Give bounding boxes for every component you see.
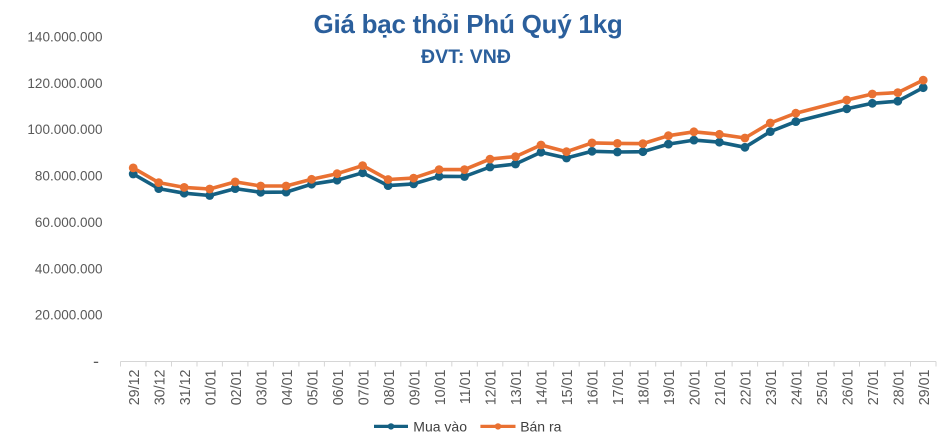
- svg-text:31/12: 31/12: [178, 369, 194, 405]
- svg-text:16/01: 16/01: [586, 369, 602, 405]
- svg-text:100.000.000: 100.000.000: [27, 122, 102, 137]
- svg-text:18/01: 18/01: [637, 369, 653, 405]
- svg-text:12/01: 12/01: [484, 369, 500, 405]
- svg-text:22/01: 22/01: [739, 369, 755, 405]
- svg-text:Mua vào: Mua vào: [413, 419, 467, 435]
- svg-text:06/01: 06/01: [331, 369, 347, 405]
- svg-text:17/01: 17/01: [611, 369, 627, 405]
- svg-text:14/01: 14/01: [535, 369, 551, 405]
- svg-text:07/01: 07/01: [356, 369, 372, 405]
- svg-text:140.000.000: 140.000.000: [27, 30, 102, 45]
- svg-text:15/01: 15/01: [560, 369, 576, 405]
- svg-text:08/01: 08/01: [382, 369, 398, 405]
- svg-text:Bán ra: Bán ra: [520, 419, 561, 435]
- svg-text:80.000.000: 80.000.000: [35, 169, 103, 184]
- svg-text:26/01: 26/01: [841, 369, 857, 405]
- svg-text:02/01: 02/01: [229, 369, 245, 405]
- svg-text:23/01: 23/01: [764, 369, 780, 405]
- svg-text:10/01: 10/01: [433, 369, 449, 405]
- svg-text:01/01: 01/01: [203, 369, 219, 405]
- svg-text:30/12: 30/12: [152, 369, 168, 405]
- svg-text:09/01: 09/01: [407, 369, 423, 405]
- svg-text:29/12: 29/12: [127, 369, 143, 405]
- svg-text:11/01: 11/01: [458, 369, 474, 404]
- svg-text:20/01: 20/01: [688, 369, 704, 405]
- svg-text:21/01: 21/01: [713, 369, 729, 405]
- svg-text:28/01: 28/01: [892, 369, 908, 405]
- svg-text:05/01: 05/01: [305, 369, 321, 405]
- svg-text:120.000.000: 120.000.000: [27, 76, 102, 91]
- svg-text:Giá bạc thỏi Phú Quý 1kg: Giá bạc thỏi Phú Quý 1kg: [314, 9, 623, 39]
- svg-text:13/01: 13/01: [509, 369, 525, 405]
- svg-text:ĐVT: VNĐ: ĐVT: VNĐ: [421, 46, 511, 68]
- svg-text:04/01: 04/01: [280, 369, 296, 405]
- svg-text:29/01: 29/01: [917, 369, 933, 405]
- svg-text:40.000.000: 40.000.000: [35, 261, 103, 276]
- svg-text:27/01: 27/01: [866, 369, 882, 405]
- svg-text:19/01: 19/01: [662, 369, 678, 405]
- svg-text:03/01: 03/01: [254, 369, 270, 405]
- svg-text:25/01: 25/01: [815, 369, 831, 405]
- svg-text:60.000.000: 60.000.000: [35, 215, 103, 230]
- svg-text:24/01: 24/01: [790, 369, 806, 405]
- svg-text:20.000.000: 20.000.000: [35, 308, 103, 323]
